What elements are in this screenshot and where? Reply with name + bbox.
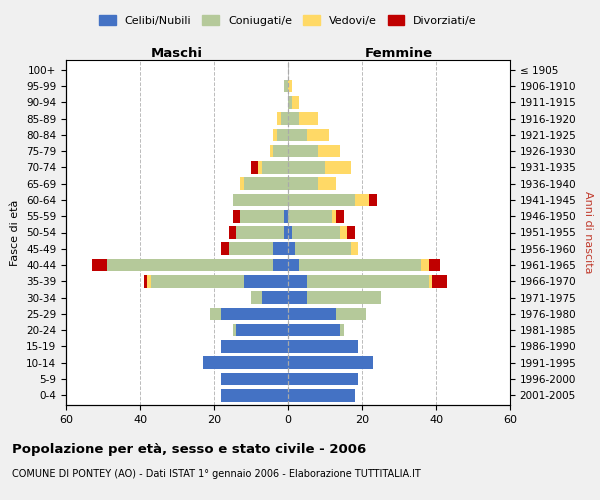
Bar	[351, 242, 358, 255]
Bar	[288, 324, 340, 336]
Bar	[295, 242, 351, 255]
Bar	[332, 210, 336, 222]
Bar	[221, 372, 288, 386]
Bar	[233, 210, 240, 222]
Bar	[317, 178, 336, 190]
Bar	[347, 226, 355, 239]
Bar	[240, 210, 284, 222]
Bar	[288, 145, 317, 158]
Bar	[336, 210, 343, 222]
Bar	[288, 112, 299, 125]
Y-axis label: Fasce di età: Fasce di età	[10, 200, 20, 266]
Bar	[307, 128, 329, 141]
Bar	[288, 210, 332, 222]
Y-axis label: Anni di nascita: Anni di nascita	[583, 191, 593, 274]
Bar	[277, 128, 288, 141]
Bar	[221, 340, 288, 353]
Bar	[340, 324, 343, 336]
Bar	[240, 178, 244, 190]
Bar	[307, 275, 428, 287]
Bar	[151, 275, 244, 287]
Bar	[233, 194, 288, 206]
Bar	[370, 194, 377, 206]
Bar	[432, 275, 447, 287]
Text: Popolazione per età, sesso e stato civile - 2006: Popolazione per età, sesso e stato civil…	[12, 442, 366, 456]
Bar	[325, 161, 351, 174]
Bar	[288, 178, 317, 190]
Bar	[92, 258, 107, 272]
Bar	[273, 242, 288, 255]
Bar	[288, 194, 355, 206]
Text: Femmine: Femmine	[365, 47, 433, 60]
Bar	[336, 308, 366, 320]
Bar	[421, 258, 428, 272]
Bar	[229, 226, 236, 239]
Bar	[107, 258, 273, 272]
Legend: Celibi/Nubili, Coniugati/e, Vedovi/e, Divorziati/e: Celibi/Nubili, Coniugati/e, Vedovi/e, Di…	[95, 10, 481, 30]
Bar	[148, 275, 151, 287]
Bar	[277, 112, 281, 125]
Bar	[229, 242, 273, 255]
Bar	[221, 242, 229, 255]
Bar	[288, 389, 355, 402]
Bar	[259, 161, 262, 174]
Bar	[292, 226, 340, 239]
Bar	[236, 226, 284, 239]
Bar	[299, 258, 421, 272]
Bar	[288, 242, 295, 255]
Bar	[288, 291, 307, 304]
Bar	[288, 372, 358, 386]
Bar	[288, 308, 336, 320]
Bar	[288, 226, 292, 239]
Bar	[317, 145, 340, 158]
Bar	[288, 80, 292, 92]
Text: COMUNE DI PONTEY (AO) - Dati ISTAT 1° gennaio 2006 - Elaborazione TUTTITALIA.IT: COMUNE DI PONTEY (AO) - Dati ISTAT 1° ge…	[12, 469, 421, 479]
Bar	[262, 161, 288, 174]
Bar	[273, 145, 288, 158]
Bar	[233, 324, 236, 336]
Bar	[273, 258, 288, 272]
Bar	[203, 356, 288, 369]
Bar	[355, 194, 370, 206]
Bar	[236, 324, 288, 336]
Bar	[269, 145, 273, 158]
Bar	[288, 161, 325, 174]
Bar	[221, 389, 288, 402]
Bar	[288, 258, 299, 272]
Bar	[244, 275, 288, 287]
Bar	[211, 308, 221, 320]
Bar	[428, 275, 432, 287]
Bar	[144, 275, 148, 287]
Bar	[244, 178, 288, 190]
Text: Maschi: Maschi	[151, 47, 203, 60]
Bar	[340, 226, 347, 239]
Bar	[288, 356, 373, 369]
Bar	[288, 275, 307, 287]
Bar	[284, 80, 288, 92]
Bar	[221, 308, 288, 320]
Bar	[284, 210, 288, 222]
Bar	[281, 112, 288, 125]
Bar	[428, 258, 440, 272]
Bar	[292, 96, 299, 108]
Bar	[288, 128, 307, 141]
Bar	[251, 161, 259, 174]
Bar	[307, 291, 380, 304]
Bar	[288, 96, 292, 108]
Bar	[284, 226, 288, 239]
Bar	[288, 340, 358, 353]
Bar	[251, 291, 262, 304]
Bar	[273, 128, 277, 141]
Bar	[299, 112, 317, 125]
Bar	[262, 291, 288, 304]
